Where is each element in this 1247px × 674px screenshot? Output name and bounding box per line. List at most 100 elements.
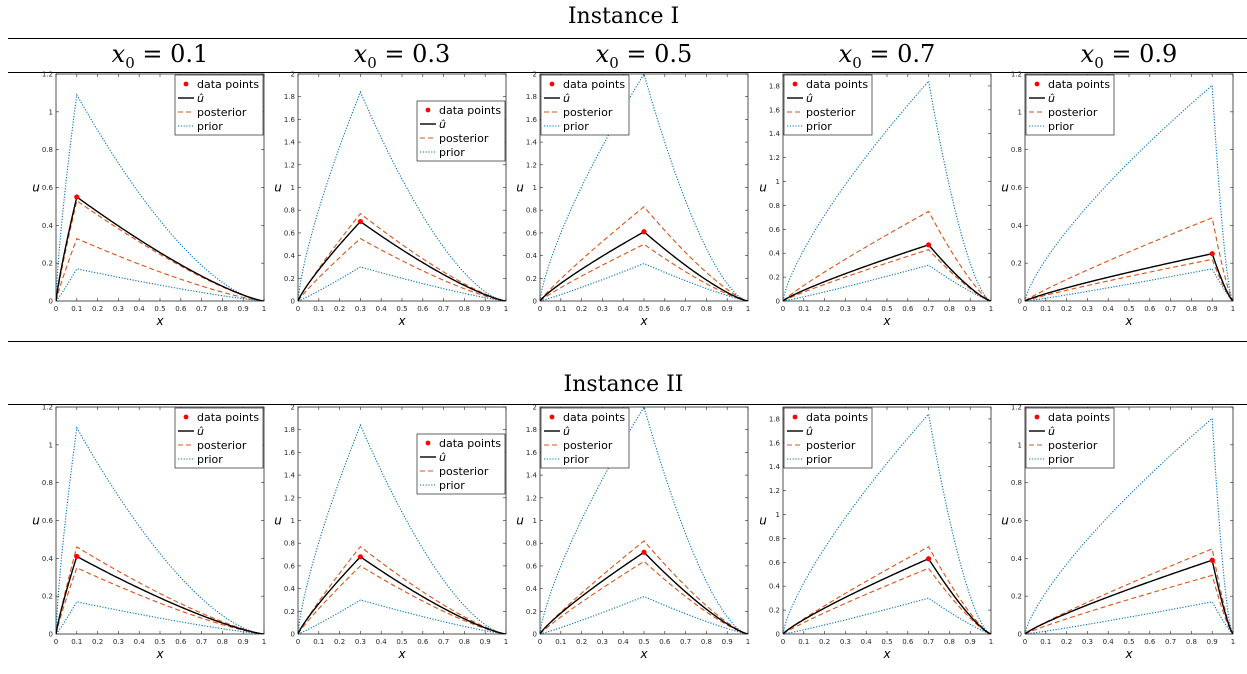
y-tick-label: 0.4 <box>526 585 538 593</box>
y-tick-label: 0.2 <box>769 274 780 282</box>
y-tick-label: 0.2 <box>526 275 537 283</box>
y-tick-label: 0.6 <box>1011 517 1023 525</box>
y-tick-label: 0.6 <box>526 229 538 237</box>
x-axis-label: x <box>639 647 648 661</box>
y-tick-label: 0 <box>776 631 780 639</box>
prior-upper-line <box>298 90 506 301</box>
y-tick-label: 1.6 <box>769 439 781 447</box>
legend-label: posterior <box>1048 439 1098 452</box>
y-axis-label: u <box>274 181 282 195</box>
y-tick-label: 0.6 <box>42 184 54 192</box>
legend-marker-data <box>183 81 189 87</box>
y-tick-label: 0.8 <box>42 479 53 487</box>
uhat-line <box>298 555 506 634</box>
x-tick-label: 0.7 <box>438 305 449 313</box>
legend-label: prior <box>197 453 223 466</box>
y-tick-label: 1.2 <box>1011 404 1022 412</box>
uhat-line <box>783 244 991 301</box>
y-tick-label: 0.4 <box>526 252 538 260</box>
y-tick-label: 1.6 <box>769 106 781 114</box>
data-point <box>641 549 647 555</box>
data-point <box>357 554 363 560</box>
prior-lower-line <box>540 262 748 301</box>
legend-box <box>540 74 630 136</box>
x-tick-label: 0.4 <box>618 305 630 313</box>
y-tick-label: 1.2 <box>1011 71 1022 79</box>
x-tick-label: 0.1 <box>1040 638 1051 646</box>
x-tick-label: 0.6 <box>1144 305 1156 313</box>
y-tick-label: 1.4 <box>526 139 538 147</box>
x-tick-label: 0.2 <box>576 305 587 313</box>
legend-box <box>416 433 506 495</box>
x-axis-label: x <box>1124 314 1133 328</box>
x-axis-label: x <box>882 314 891 328</box>
header-rule <box>8 72 1247 73</box>
legend-label: û <box>1048 92 1055 105</box>
y-tick-label: 1 <box>776 511 780 519</box>
y-tick-label: 0.4 <box>42 555 54 563</box>
y-axis-label: u <box>32 514 40 528</box>
legend-label: prior <box>439 479 465 492</box>
y-tick-label: 0.8 <box>769 535 780 543</box>
y-axis-label: u <box>759 514 767 528</box>
instance-2-title: Instance II <box>563 372 684 397</box>
x-tick-label: 0.7 <box>1165 638 1176 646</box>
y-tick-label: 0.6 <box>42 517 54 525</box>
y-tick-label: 0 <box>776 298 780 306</box>
y-tick-label: 1.2 <box>284 494 295 502</box>
instance-1-bottom-rule <box>8 341 1247 342</box>
x-tick-label: 1 <box>746 305 750 313</box>
chart-panel: 0 0.1 0.2 0.3 0.4 0.5 0.6 0.7 0.8 0.9 1 0 0.2 0.4 0.6 0… <box>32 71 266 329</box>
x-tick-label: 0 <box>54 305 58 313</box>
y-tick-label: 1 <box>1018 441 1022 449</box>
x-tick-label: 0 <box>1023 305 1027 313</box>
legend-label: û <box>439 118 446 131</box>
legend-marker-data <box>1034 414 1040 420</box>
posterior-lower-line <box>298 237 506 301</box>
legend-box <box>783 407 873 469</box>
posterior-upper-line <box>540 206 748 301</box>
x-axis-label: x <box>397 314 406 328</box>
chart-panel: 0 0.1 0.2 0.3 0.4 0.5 0.6 0.7 0.8 0.9 1 0 0.2 0.4 0.6 0… <box>516 71 750 329</box>
legend-label: data points <box>806 78 868 91</box>
legend-box <box>174 74 264 136</box>
data-point <box>74 553 80 560</box>
y-axis-label: u <box>32 181 40 195</box>
y-tick-label: 2 <box>291 404 295 412</box>
posterior-lower-line <box>1025 258 1233 301</box>
x-tick-label: 1 <box>262 638 266 646</box>
legend-box <box>1025 74 1115 136</box>
x-tick-label: 0.9 <box>722 638 733 646</box>
x-tick-label: 0.6 <box>902 305 914 313</box>
x-tick-label: 0.4 <box>861 638 873 646</box>
legend-label: data points <box>1048 411 1110 424</box>
data-point <box>1209 557 1215 563</box>
chart-panel: 0 0.1 0.2 0.3 0.4 0.5 0.6 0.7 0.8 0.9 1 0 0.2 0.4 0.6 0… <box>1001 404 1235 662</box>
column-header: x0 = 0.3 <box>353 40 451 72</box>
x-tick-label: 0.9 <box>480 305 491 313</box>
chart-panel: 0 0.1 0.2 0.3 0.4 0.5 0.6 0.7 0.8 0.9 1 0 0.2 0.4 0.6 0… <box>1001 71 1235 329</box>
y-tick-label: 0.4 <box>42 222 54 230</box>
x-tick-label: 0 <box>538 638 542 646</box>
legend-box <box>416 100 506 162</box>
legend-label: posterior <box>806 439 856 452</box>
posterior-upper-line <box>298 545 506 634</box>
y-tick-label: 0.8 <box>284 540 295 548</box>
y-tick-label: 0.4 <box>1011 222 1023 230</box>
y-tick-label: 0.4 <box>284 585 296 593</box>
x-tick-label: 0.6 <box>417 305 429 313</box>
legend-label: prior <box>563 453 589 466</box>
x-tick-label: 0.2 <box>576 638 587 646</box>
x-tick-label: 1 <box>262 305 266 313</box>
x-tick-label: 0.5 <box>638 638 649 646</box>
x-tick-label: 0.7 <box>923 305 934 313</box>
x-tick-label: 0.3 <box>597 305 608 313</box>
posterior-upper-line <box>56 546 264 634</box>
legend-label: û <box>197 425 204 438</box>
legend-box <box>174 407 264 469</box>
x-tick-label: 0.3 <box>1082 638 1093 646</box>
